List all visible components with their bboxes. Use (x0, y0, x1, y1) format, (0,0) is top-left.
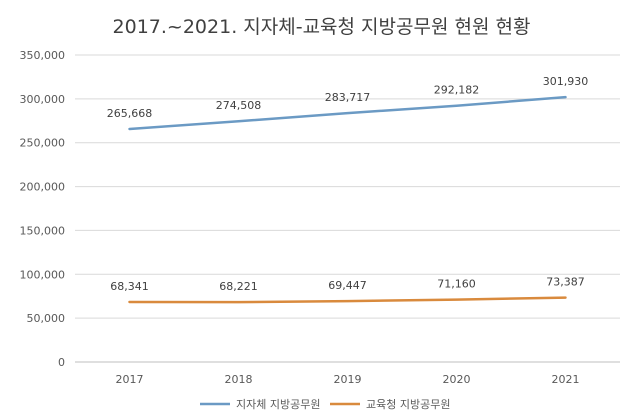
y-tick-label: 350,000 (20, 49, 66, 62)
y-tick-labels: 0 50,000 100,000 150,000 200,000 250,000 300,0… (20, 49, 66, 369)
data-label: 283,717 (325, 91, 371, 104)
y-tick-label: 150,000 (20, 224, 66, 237)
legend-label: 교육청 지방공무원 (366, 398, 450, 411)
x-tick-label: 2017 (116, 373, 144, 386)
data-label: 265,668 (107, 107, 153, 120)
y-tick-label: 0 (58, 356, 65, 369)
data-label: 68,221 (219, 280, 258, 293)
y-tick-label: 300,000 (20, 93, 66, 106)
x-tick-label: 2021 (552, 373, 580, 386)
x-tick-label: 2018 (225, 373, 253, 386)
data-label: 274,508 (216, 99, 262, 112)
data-label: 301,930 (543, 75, 589, 88)
series-layer (128, 95, 567, 304)
x-tick-label: 2019 (334, 373, 362, 386)
data-label: 71,160 (437, 278, 476, 291)
legend: 지자체 지방공무원 교육청 지방공무원 (200, 398, 450, 411)
series-line (128, 296, 567, 304)
y-tick-label: 200,000 (20, 181, 66, 194)
x-tick-label: 2020 (443, 373, 471, 386)
chart-title: 2017.~2021. 지자체-교육청 지방공무원 현원 현황 (112, 16, 531, 38)
y-tick-label: 100,000 (20, 268, 66, 281)
y-tick-label: 250,000 (20, 137, 66, 150)
y-tick-label: 50,000 (27, 312, 66, 325)
data-labels: 265,668 274,508 283,717 292,182 301,930 68,34… (107, 75, 589, 293)
data-label: 73,387 (546, 276, 585, 289)
data-label: 69,447 (328, 279, 367, 292)
x-tick-labels: 2017 2018 2019 2020 2021 (116, 373, 580, 386)
data-label: 292,182 (434, 84, 480, 97)
legend-label: 지자체 지방공무원 (236, 398, 320, 411)
data-label: 68,341 (110, 280, 149, 293)
